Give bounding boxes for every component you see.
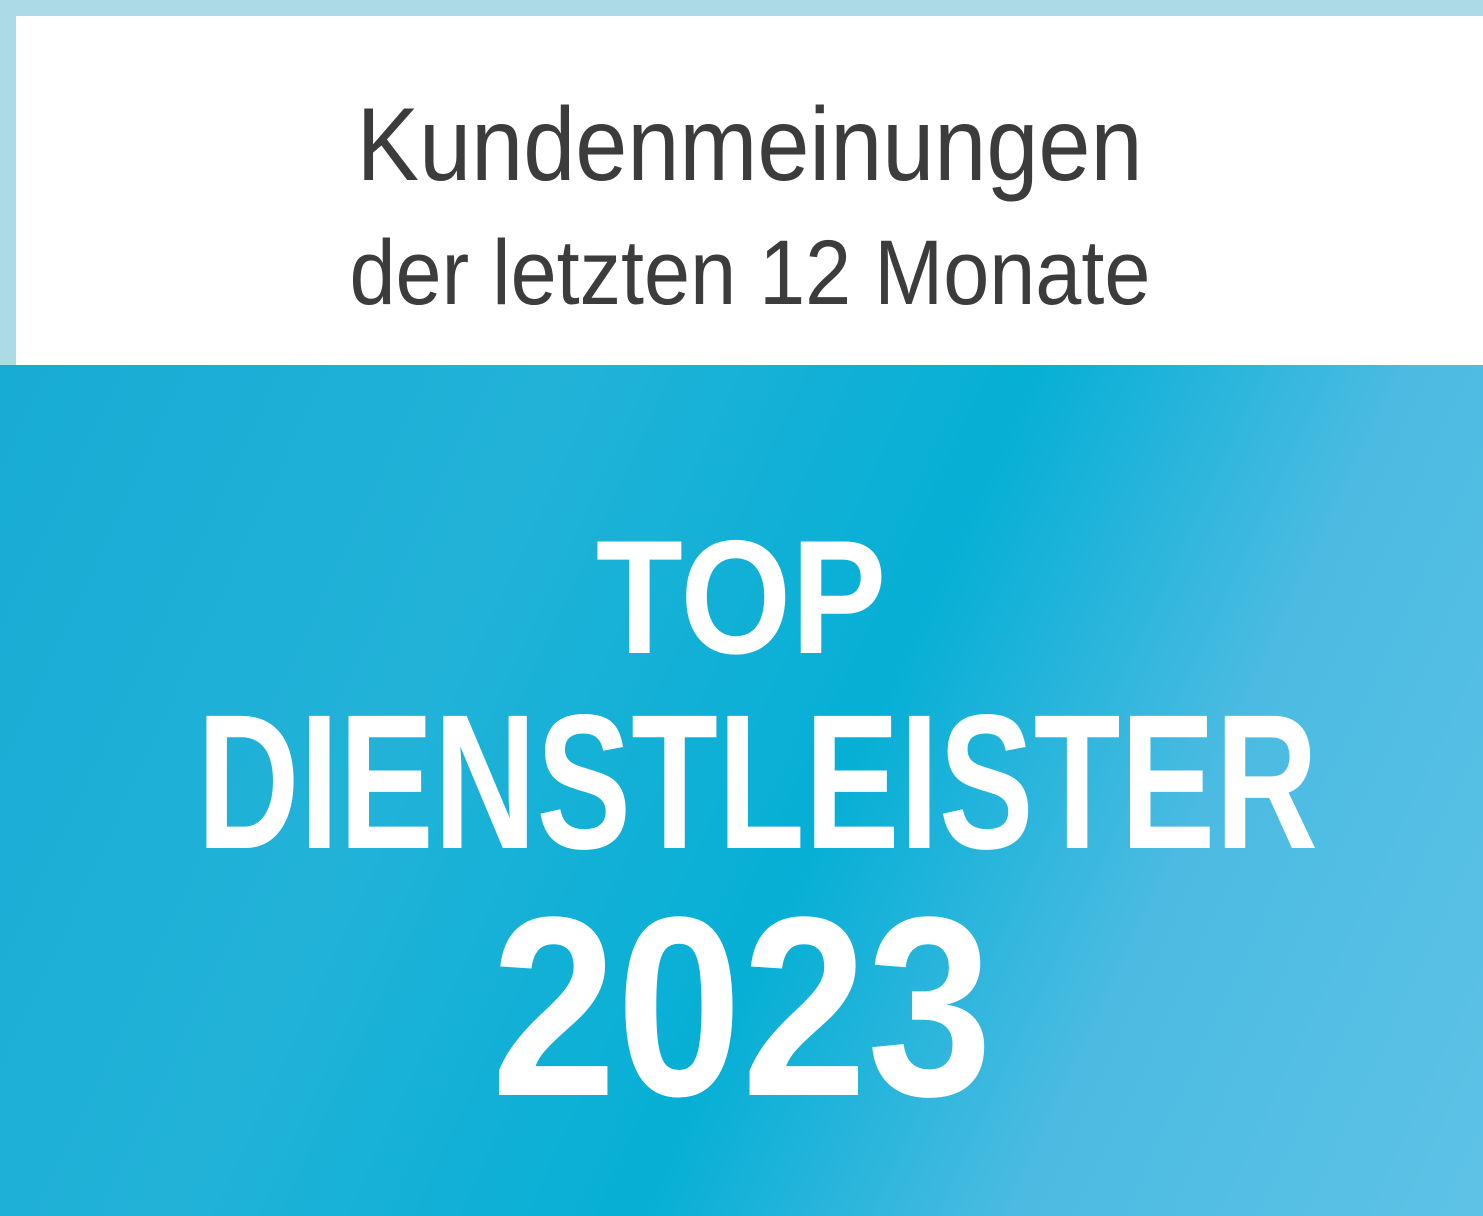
header-subtitle: der letzten 12 Monate	[349, 222, 1150, 324]
header-panel: Kundenmeinungen der letzten 12 Monate	[16, 16, 1483, 365]
header-title: Kundenmeinungen	[356, 87, 1143, 203]
award-year: 2023	[490, 864, 993, 1150]
award-panel: TOP DIENSTLEISTER 2023	[0, 365, 1483, 1216]
award-top: TOP	[596, 507, 887, 688]
award-title: DIENSTLEISTER	[196, 674, 1318, 889]
